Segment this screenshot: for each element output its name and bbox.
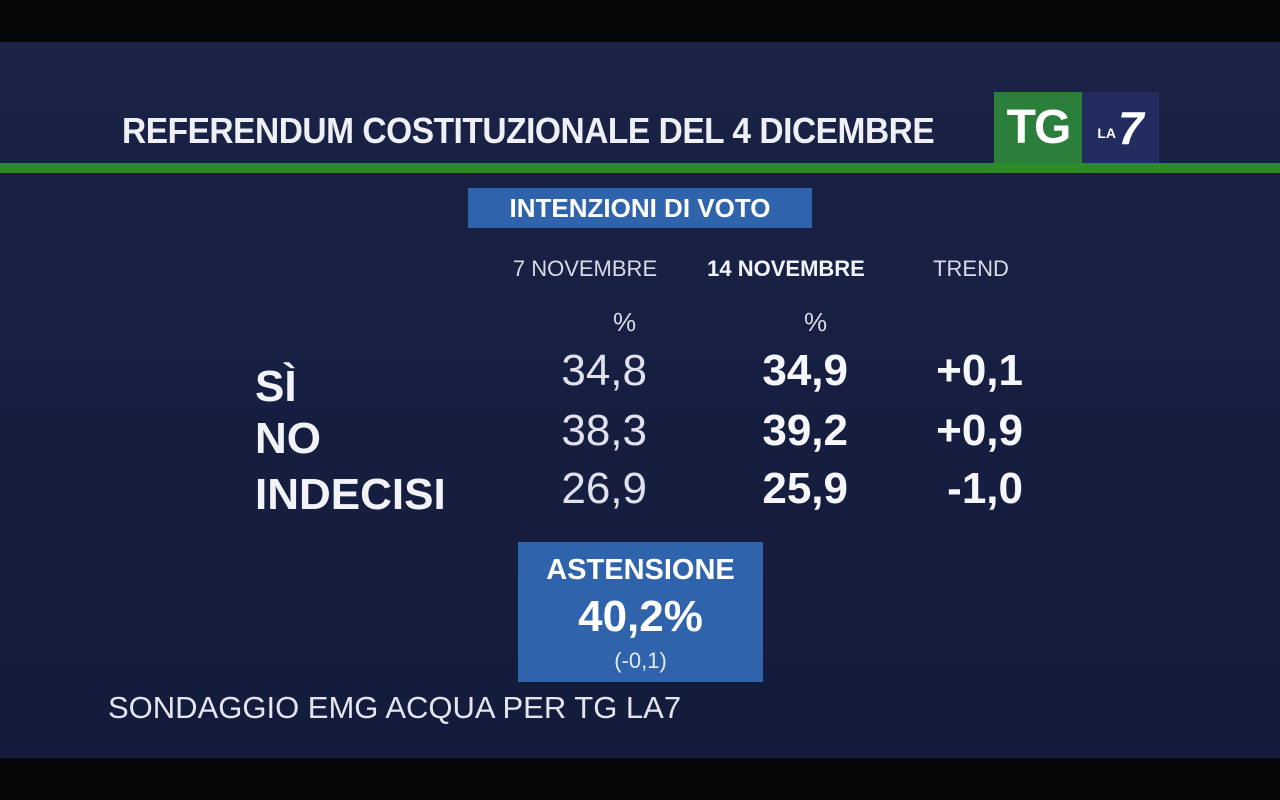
section-badge: INTENZIONI DI VOTO (468, 188, 812, 228)
row-indecisi-prev: 26,9 (561, 464, 647, 513)
row-si-curr: 34,9 (762, 346, 848, 395)
row-si-trend: +0,1 (936, 346, 1023, 395)
abstention-label: ASTENSIONE (546, 554, 735, 586)
column-header-trend: TREND (933, 256, 1009, 281)
row-label-no: NO (255, 414, 321, 463)
abstention-value: 40,2% (578, 592, 703, 641)
source-caption: SONDAGGIO EMG ACQUA PER TG LA7 (108, 690, 682, 725)
row-label-si: SÌ (255, 362, 297, 411)
broadcast-screen: REFERENDUM COSTITUZIONALE DEL 4 DICEMBRE… (0, 42, 1280, 758)
logo-tg: TG (994, 92, 1082, 163)
unit-label-prev: % (613, 307, 637, 337)
row-si-prev: 34,8 (561, 346, 647, 395)
column-header-prev: 7 NOVEMBRE (512, 256, 658, 281)
row-indecisi-trend: -1,0 (947, 464, 1023, 513)
row-no-trend: +0,9 (936, 406, 1023, 455)
column-header-curr: 14 NOVEMBRE (707, 256, 865, 281)
page-title: REFERENDUM COSTITUZIONALE DEL 4 DICEMBRE (122, 110, 935, 151)
logo-la7: LA 7 (1082, 92, 1159, 163)
row-label-indecisi: INDECISI (255, 470, 446, 519)
unit-label-curr: % (804, 307, 828, 337)
row-indecisi-curr: 25,9 (762, 464, 848, 513)
tg-la7-logo: TG LA 7 (994, 92, 1159, 163)
row-no-prev: 38,3 (561, 406, 647, 455)
logo-seven: 7 (1118, 101, 1144, 154)
row-no-curr: 39,2 (762, 406, 848, 455)
logo-la: LA (1097, 124, 1117, 141)
abstention-box: ASTENSIONE 40,2% (-0,1) (518, 542, 763, 682)
title-divider (0, 163, 1280, 173)
abstention-change: (-0,1) (614, 648, 667, 673)
